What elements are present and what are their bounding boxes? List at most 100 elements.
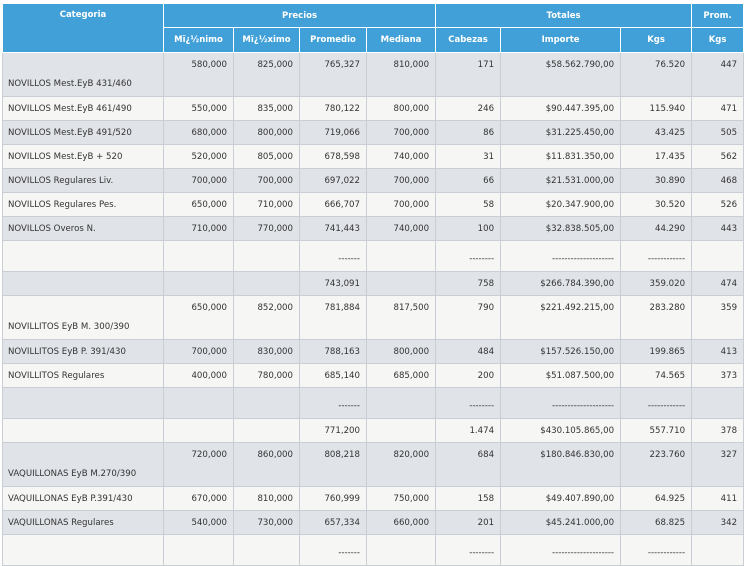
subtotal-row: 743,091 758 $266.784.390,00 359.020 474: [2, 271, 745, 296]
cell-cabezas: 100: [435, 216, 502, 241]
cell-promedio: 788,163: [299, 339, 367, 364]
header-prom: Prom.: [691, 3, 745, 28]
cell-prom-kgs: 373: [691, 363, 745, 388]
cell-categoria: NOVILLOS Mest.EyB + 520: [2, 144, 164, 169]
cell-promedio: 741,443: [299, 216, 367, 241]
cell-promedio: 781,884: [299, 295, 367, 340]
cell-maximo: 860,000: [233, 442, 300, 487]
table-row: VAQUILLONAS EyB M.270/390 720,000 860,00…: [2, 442, 745, 487]
cell-kgs: 359.020: [620, 271, 693, 296]
separator-row: ------- -------- -------------------- --…: [2, 387, 745, 419]
cell-promedio: 678,598: [299, 144, 367, 169]
cell-mediana: [365, 534, 437, 566]
cell-prom-kgs: 526: [691, 192, 745, 217]
cell-minimo: 710,000: [163, 216, 234, 241]
cell-minimo: [163, 271, 234, 296]
cell-mediana: [365, 271, 437, 296]
cell-promedio: 808,218: [299, 442, 367, 487]
cell-minimo: 720,000: [163, 442, 234, 487]
cell-kgs: ------------: [620, 240, 693, 272]
cell-cabezas: 1.474: [435, 418, 502, 443]
cell-prom-kgs: 378: [691, 418, 745, 443]
cell-kgs: 30.520: [620, 192, 693, 217]
cell-promedio: 760,999: [299, 486, 367, 511]
cell-categoria: NOVILLOS Regulares Liv.: [2, 168, 164, 193]
cell-cabezas: 201: [435, 510, 502, 535]
cell-promedio: 771,200: [299, 418, 367, 443]
cell-promedio: 685,140: [299, 363, 367, 388]
header-totales: Totales: [435, 3, 693, 28]
cell-prom-kgs: [691, 534, 745, 566]
cell-categoria: VAQUILLONAS Regulares: [2, 510, 164, 535]
cell-maximo: [233, 387, 300, 419]
cell-maximo: 825,000: [233, 52, 300, 97]
cell-kgs: 115.940: [620, 96, 693, 121]
cell-cabezas: 66: [435, 168, 502, 193]
cell-mediana: 700,000: [365, 168, 437, 193]
cell-minimo: 700,000: [163, 168, 234, 193]
cell-maximo: 800,000: [233, 120, 300, 145]
cell-categoria: NOVILLOS Mest.EyB 491/520: [2, 120, 164, 145]
cell-prom-kgs: 411: [691, 486, 745, 511]
cell-importe: $49.407.890,00: [500, 486, 622, 511]
cell-categoria: NOVILLITOS EyB P. 391/430: [2, 339, 164, 364]
cell-importe: $180.846.830,00: [500, 442, 622, 487]
cell-kgs: 43.425: [620, 120, 693, 145]
cell-kgs: 74.565: [620, 363, 693, 388]
cell-importe: --------------------: [500, 534, 622, 566]
table-row: NOVILLOS Regulares Liv. 700,000 700,000 …: [2, 168, 745, 193]
cell-maximo: 830,000: [233, 339, 300, 364]
header-importe: Importe: [500, 27, 622, 53]
cell-cabezas: 31: [435, 144, 502, 169]
cell-promedio: 743,091: [299, 271, 367, 296]
cell-categoria: NOVILLOS Overos N.: [2, 216, 164, 241]
cell-cabezas: 684: [435, 442, 502, 487]
cell-mediana: 820,000: [365, 442, 437, 487]
cell-kgs: 17.435: [620, 144, 693, 169]
cell-mediana: [365, 418, 437, 443]
cell-importe: $266.784.390,00: [500, 271, 622, 296]
cell-promedio: -------: [299, 240, 367, 272]
cell-kgs: 68.825: [620, 510, 693, 535]
cell-minimo: 540,000: [163, 510, 234, 535]
cell-minimo: [163, 240, 234, 272]
cell-mediana: 740,000: [365, 216, 437, 241]
cell-minimo: 670,000: [163, 486, 234, 511]
cell-kgs: 223.760: [620, 442, 693, 487]
cell-prom-kgs: 443: [691, 216, 745, 241]
cell-importe: $20.347.900,00: [500, 192, 622, 217]
table-row: VAQUILLONAS Regulares 540,000 730,000 65…: [2, 510, 745, 535]
cell-maximo: 700,000: [233, 168, 300, 193]
cell-categoria: NOVILLITOS Regulares: [2, 363, 164, 388]
cell-promedio: 666,707: [299, 192, 367, 217]
table-row: NOVILLOS Overos N. 710,000 770,000 741,4…: [2, 216, 745, 241]
cell-minimo: 550,000: [163, 96, 234, 121]
cell-categoria: NOVILLOS Mest.EyB 431/460: [2, 52, 164, 97]
cell-maximo: 805,000: [233, 144, 300, 169]
cell-minimo: 650,000: [163, 192, 234, 217]
cell-minimo: [163, 387, 234, 419]
cell-importe: $221.492.215,00: [500, 295, 622, 340]
cell-cabezas: --------: [435, 240, 502, 272]
cell-prom-kgs: 474: [691, 271, 745, 296]
separator-row: ------- -------- -------------------- --…: [2, 534, 745, 566]
cell-mediana: 800,000: [365, 339, 437, 364]
separator-row: ------- -------- -------------------- --…: [2, 240, 745, 272]
header-promedio: Promedio: [299, 27, 367, 53]
cell-promedio: 765,327: [299, 52, 367, 97]
cell-importe: $90.447.395,00: [500, 96, 622, 121]
cell-importe: $430.105.865,00: [500, 418, 622, 443]
table-row: VAQUILLONAS EyB P.391/430 670,000 810,00…: [2, 486, 745, 511]
cell-maximo: [233, 418, 300, 443]
cell-importe: $31.225.450,00: [500, 120, 622, 145]
cell-kgs: 44.290: [620, 216, 693, 241]
cell-cabezas: 790: [435, 295, 502, 340]
header-precios: Precios: [162, 3, 437, 28]
cell-cabezas: --------: [435, 387, 502, 419]
cell-maximo: 852,000: [233, 295, 300, 340]
cell-promedio: 719,066: [299, 120, 367, 145]
cell-importe: --------------------: [500, 387, 622, 419]
cell-categoria: [2, 418, 164, 443]
cell-importe: $11.831.350,00: [500, 144, 622, 169]
cell-importe: $32.838.505,00: [500, 216, 622, 241]
